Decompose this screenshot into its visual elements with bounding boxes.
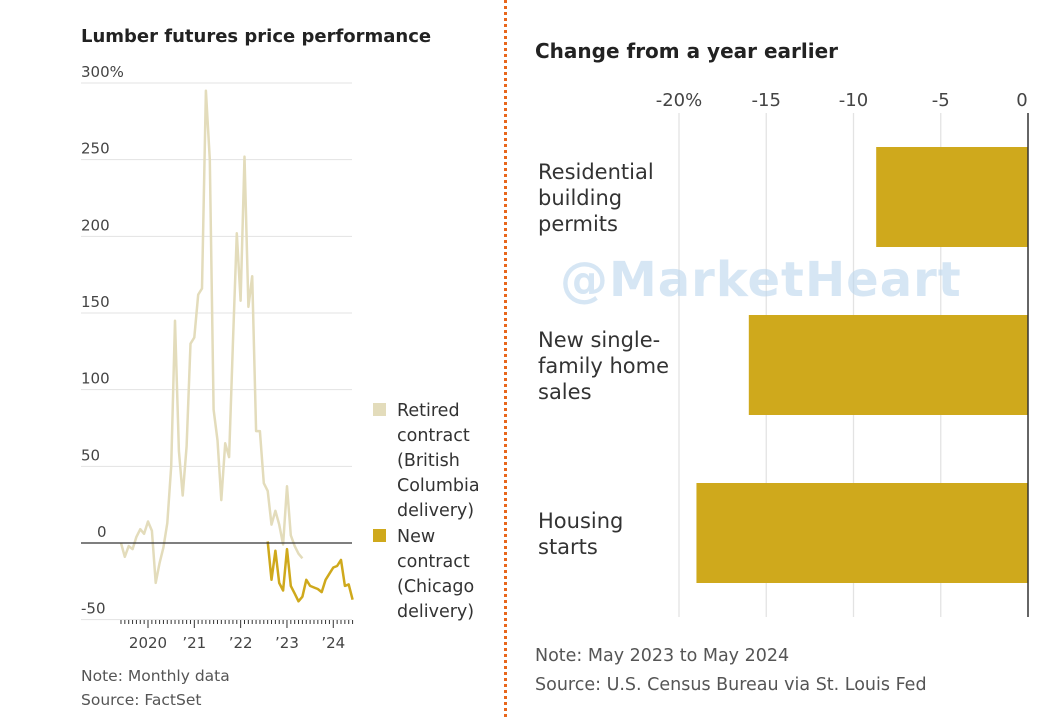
- category-label: starts: [538, 535, 598, 559]
- data-note: Note: Monthly data: [81, 667, 230, 685]
- legend-label: contract: [397, 552, 470, 572]
- left-chart-title: Lumber futures price performance: [81, 26, 431, 47]
- y-tick-label: 300%: [81, 63, 124, 81]
- legend-swatch-new: [373, 529, 386, 542]
- y-tick-label: 0: [97, 523, 107, 541]
- x-tick-label: -20%: [656, 90, 703, 111]
- x-tick-label: ’24: [321, 634, 345, 652]
- category-label: family home: [538, 354, 669, 378]
- x-tick-label: ’23: [275, 634, 299, 652]
- legend-label: delivery): [397, 501, 474, 521]
- x-tick-label: 2020: [129, 634, 167, 652]
- legend-label: delivery): [397, 602, 474, 622]
- category-label: Residential: [538, 160, 654, 184]
- y-tick-label: 50: [81, 446, 100, 464]
- panel-divider: [504, 0, 507, 717]
- x-tick-label: 0: [1016, 90, 1027, 111]
- source-note: Source: U.S. Census Bureau via St. Louis…: [535, 675, 927, 695]
- series-line-retired-contract: [119, 89, 304, 585]
- series-line-new-contract: [266, 541, 354, 603]
- category-label: building: [538, 186, 622, 210]
- x-tick-label: ’22: [229, 634, 253, 652]
- category-label: Housing: [538, 509, 623, 533]
- legend-label: Columbia: [397, 476, 480, 496]
- x-tick-label: -5: [932, 90, 950, 111]
- source-note: Source: FactSet: [81, 691, 201, 709]
- bar: [748, 315, 1028, 415]
- x-tick-label: -10: [839, 90, 868, 111]
- bar: [876, 147, 1028, 247]
- right-chart-title: Change from a year earlier: [535, 39, 838, 63]
- x-tick-label: ’21: [182, 634, 206, 652]
- category-label: permits: [538, 212, 618, 236]
- legend-label: contract: [397, 426, 470, 446]
- y-tick-label: -50: [81, 600, 106, 618]
- y-tick-label: 200: [81, 216, 110, 234]
- legend-label: Retired: [397, 401, 460, 421]
- data-note: Note: May 2023 to May 2024: [535, 646, 789, 666]
- y-tick-label: 250: [81, 140, 110, 158]
- category-label: sales: [538, 380, 592, 404]
- legend-label: New: [397, 527, 435, 547]
- legend-label: (Chicago: [397, 577, 474, 597]
- bar: [696, 483, 1028, 583]
- x-tick-label: -15: [752, 90, 781, 111]
- y-tick-label: 150: [81, 293, 110, 311]
- category-label: New single-: [538, 328, 660, 352]
- y-tick-label: 100: [81, 370, 110, 388]
- legend-label: (British: [397, 451, 460, 471]
- legend-swatch-retired: [373, 403, 386, 416]
